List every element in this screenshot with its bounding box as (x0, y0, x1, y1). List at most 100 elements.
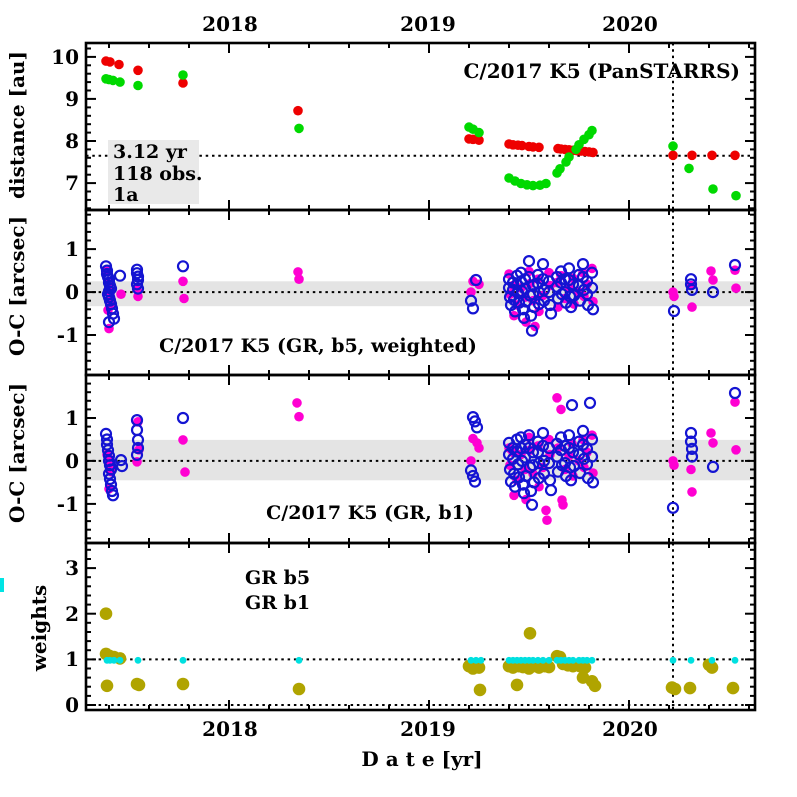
gr-b5-weights-point (510, 678, 524, 692)
blue-oc-b5-point (466, 302, 480, 315)
gr-b1-weights-point (569, 656, 577, 664)
magenta-oc-b5-point (708, 275, 718, 285)
magenta-oc-b1-point (178, 435, 188, 445)
series-green-distance (101, 70, 741, 201)
blue-oc-b5-point (576, 258, 590, 271)
gr-b5-weights-point (705, 661, 719, 674)
gr-b1-weights-point (116, 656, 124, 664)
blue-oc-b5-point (113, 269, 127, 282)
green-distance-point (564, 152, 574, 162)
blue-oc-b5-point (522, 255, 536, 268)
magenta-oc-b1-point (292, 398, 302, 408)
x-tick-label-top-2019: 2019 (400, 12, 456, 36)
green-distance-point (178, 70, 188, 80)
blue-oc-b5-point (684, 278, 698, 291)
gr-b5-weights-point (100, 679, 114, 693)
red-distance-point (517, 140, 527, 151)
series-blue-oc-b1 (99, 386, 742, 514)
blue-oc-b5-point (516, 303, 530, 316)
green-distance-point (541, 178, 551, 189)
blue-oc-b5-point (526, 288, 540, 301)
y-tick-p4-1: 1 (65, 647, 79, 671)
gr-b1-weights-point (529, 656, 537, 664)
blue-oc-b1-point (115, 460, 129, 473)
gr-b1-weights-point (545, 656, 553, 664)
gr-b5-weights-point (132, 678, 146, 692)
y-axis-label-oc-b5: O-C [arcsec] (5, 216, 29, 356)
blue-oc-b1-point (542, 457, 556, 470)
gr-b1-weights-point (295, 656, 303, 664)
gr-b5-weights-point (578, 661, 592, 674)
blue-oc-b1-point (468, 415, 482, 428)
blue-oc-b1-point (544, 484, 558, 497)
magenta-oc-b5-point (466, 287, 476, 297)
gr-b1-weights-point (669, 656, 677, 664)
x-tick-label-bottom-2019: 2019 (400, 717, 456, 741)
gr-b1-weights-point (179, 656, 187, 664)
x-tick-label-top-2018: 2018 (202, 12, 258, 36)
gr-b1-weights-point (539, 656, 547, 664)
ticks (86, 43, 755, 210)
magenta-oc-b1-point (552, 393, 562, 403)
magenta-oc-b1-point (294, 411, 304, 422)
blue-oc-b1-point (517, 487, 531, 500)
magenta-oc-b1-point (686, 464, 696, 475)
annotation-line-2: 118 obs. (113, 163, 203, 185)
blue-oc-b1-point (525, 498, 539, 511)
magenta-oc-b1-point (180, 467, 190, 477)
gr-b5-weights-point (542, 660, 556, 674)
gr-b1-weights-point (583, 656, 591, 664)
blue-oc-b5-point (728, 258, 742, 272)
gr-b5-weights-point (472, 661, 486, 674)
blue-oc-b1-point (537, 467, 551, 480)
y-tick-p4-0: 0 (65, 693, 79, 717)
y-axis-label-oc-b1: O-C [arcsec] (5, 383, 29, 523)
panel3-label: C/2017 K5 (GR, b1) (266, 502, 474, 524)
legend-gr-b1: GR b1 (245, 592, 310, 614)
annotation-box (108, 140, 199, 204)
magenta-oc-b5-point (293, 267, 303, 277)
y-tick-p3-m1: -1 (57, 492, 79, 516)
blue-oc-b5-point (667, 304, 681, 318)
blue-oc-b1-point (526, 459, 540, 472)
magenta-oc-b1-point (558, 500, 568, 510)
magenta-oc-b1-point (542, 515, 552, 525)
blue-oc-b1-point (176, 411, 190, 425)
blue-oc-b5-point (564, 301, 578, 314)
blue-oc-b5-point (543, 298, 557, 312)
panel2-label: C/2017 K5 (GR, b5, weighted) (159, 335, 477, 357)
blue-oc-b5-point (525, 324, 539, 337)
y-tick-p3-1: 1 (65, 406, 79, 430)
magenta-oc-b5-point (731, 283, 741, 294)
green-distance-point (708, 184, 718, 194)
blue-oc-b1-point (131, 433, 145, 446)
gr-b5-weights-point (473, 683, 487, 697)
green-distance-point (555, 164, 565, 174)
annotation-line-1: 3.12 yr (113, 141, 188, 163)
x-tick-label-bottom-2020: 2020 (602, 717, 658, 741)
magenta-oc-b5-point (116, 289, 126, 300)
blue-oc-b5-point (536, 258, 550, 271)
magenta-oc-b1-point (474, 443, 484, 453)
gr-b1-weights-point (134, 656, 142, 664)
gr-b5-weights-point (588, 679, 602, 693)
gr-b5-weights-point (523, 627, 537, 640)
blue-oc-b1-point (566, 446, 580, 459)
gr-b5-weights-point (292, 682, 306, 696)
red-distance-point (668, 150, 678, 161)
blue-oc-b5-point (544, 307, 558, 320)
gr-b5-weights-point (99, 607, 113, 620)
blue-oc-b5-point (562, 262, 576, 275)
blue-oc-b1-point (684, 426, 698, 440)
blue-oc-b1-point (685, 442, 699, 455)
magenta-oc-b1-point (730, 397, 740, 407)
magenta-oc-b1-point (687, 487, 697, 497)
magenta-oc-b5-point (687, 302, 697, 312)
gr-b1-weights-point (467, 656, 475, 664)
blue-oc-b5-point (706, 286, 720, 299)
x-tick-label-top-2020: 2020 (602, 12, 658, 36)
uncertainty-band (86, 281, 755, 307)
gr-b1-weights-point (534, 656, 542, 664)
red-distance-point (133, 65, 143, 76)
x-tick-label-bottom-2018: 2018 (202, 717, 258, 741)
